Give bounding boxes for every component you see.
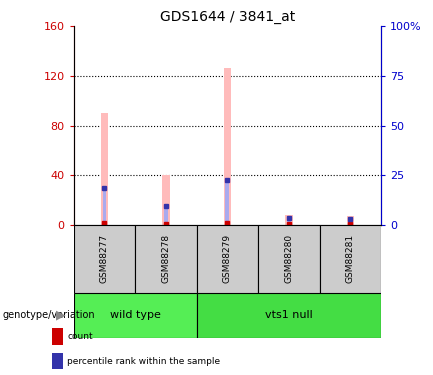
Bar	[197, 225, 258, 292]
Text: count: count	[67, 332, 93, 341]
Bar	[164, 206, 168, 225]
Text: percentile rank within the sample: percentile rank within the sample	[67, 357, 220, 366]
Text: GSM88277: GSM88277	[100, 234, 109, 284]
Bar	[197, 292, 381, 338]
Bar	[349, 219, 352, 225]
Bar	[100, 113, 108, 225]
Text: vts1 null: vts1 null	[265, 310, 313, 320]
Bar	[223, 69, 231, 225]
Bar	[74, 225, 135, 292]
Text: genotype/variation: genotype/variation	[2, 310, 95, 320]
Bar	[226, 180, 229, 225]
Bar	[162, 176, 170, 225]
Text: GSM88281: GSM88281	[346, 234, 355, 284]
Title: GDS1644 / 3841_at: GDS1644 / 3841_at	[160, 10, 295, 24]
Text: GSM88280: GSM88280	[284, 234, 293, 284]
Text: wild type: wild type	[110, 310, 161, 320]
Bar	[135, 225, 197, 292]
Bar	[287, 217, 291, 225]
Bar	[285, 215, 293, 225]
Text: GSM88279: GSM88279	[223, 234, 232, 284]
Bar	[346, 216, 354, 225]
Text: ▶: ▶	[56, 309, 65, 321]
Bar	[320, 225, 381, 292]
Text: GSM88278: GSM88278	[162, 234, 170, 284]
Bar	[258, 225, 320, 292]
Bar	[103, 188, 106, 225]
Bar	[74, 292, 197, 338]
